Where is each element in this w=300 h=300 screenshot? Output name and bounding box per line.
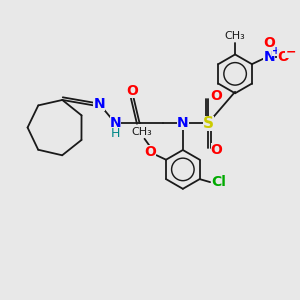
Text: N: N: [93, 97, 105, 111]
Text: −: −: [286, 45, 296, 58]
Text: O: O: [211, 89, 223, 103]
Text: N: N: [263, 50, 275, 64]
Text: O: O: [145, 145, 156, 159]
Text: O: O: [126, 84, 138, 98]
Text: +: +: [272, 46, 281, 56]
Text: CH₃: CH₃: [131, 127, 152, 137]
Text: N: N: [110, 116, 122, 130]
Text: CH₃: CH₃: [225, 31, 245, 41]
Text: O: O: [263, 36, 275, 50]
Text: O: O: [211, 143, 223, 157]
Text: N: N: [177, 116, 189, 130]
Text: S: S: [203, 116, 214, 130]
Text: Cl: Cl: [212, 175, 226, 189]
Text: O: O: [277, 50, 289, 64]
Text: H: H: [110, 127, 120, 140]
